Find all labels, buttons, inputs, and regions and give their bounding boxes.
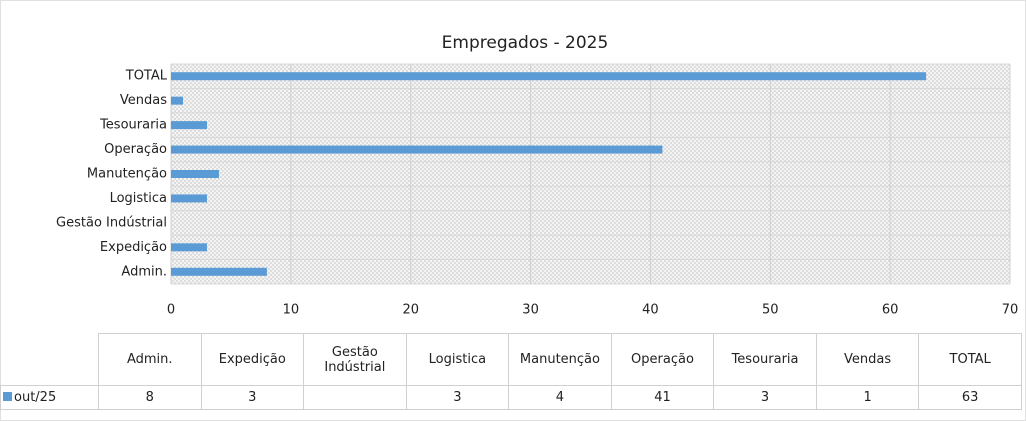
- table-header: Tesouraria: [713, 333, 817, 386]
- bar: [171, 170, 219, 178]
- bar: [171, 96, 183, 105]
- table-value: 4: [508, 385, 612, 410]
- table-header: Manutenção: [508, 333, 612, 386]
- x-tick-label: 40: [642, 303, 659, 318]
- y-tick-label: Logistica: [110, 191, 167, 206]
- x-tick-label: 30: [522, 303, 539, 318]
- table-value: 3: [405, 385, 510, 410]
- table-header: Gestão Indústrial: [303, 333, 407, 386]
- legend-entry: out/25: [0, 385, 99, 410]
- table-header: TOTAL: [918, 333, 1022, 386]
- table-value: [303, 385, 407, 410]
- y-tick-label: Vendas: [120, 93, 167, 108]
- x-tick-label: 0: [167, 303, 175, 318]
- table-value: 3: [713, 385, 817, 410]
- table-header: Logistica: [405, 333, 510, 386]
- legend-label: out/25: [14, 390, 57, 405]
- data-table: Admin. Expedição Gestão Indústrial Logistic…: [0, 333, 1022, 410]
- y-tick-label: TOTAL: [125, 69, 168, 84]
- table-value: 1: [815, 385, 920, 410]
- bar: [171, 145, 663, 154]
- table-corner: [0, 333, 99, 386]
- table-value: 41: [610, 385, 715, 410]
- table-value: 63: [918, 385, 1022, 410]
- table-header: Expedição: [200, 333, 305, 386]
- table-header: Vendas: [815, 333, 920, 386]
- table-value: 8: [97, 385, 202, 410]
- x-tick-label: 50: [762, 303, 779, 318]
- y-tick-label: Manutenção: [87, 167, 167, 182]
- x-tick-label: 20: [402, 303, 419, 318]
- y-tick-label: Gestão Indústrial: [56, 215, 167, 230]
- bar: [171, 267, 267, 276]
- chart-title: Empregados - 2025: [442, 33, 609, 53]
- bar: [171, 72, 927, 81]
- plot-area: [171, 64, 1010, 284]
- bar: [171, 121, 207, 130]
- legend-swatch: [3, 392, 12, 401]
- y-tick-label: Admin.: [121, 264, 167, 279]
- table-header: Admin.: [97, 333, 202, 386]
- bar: [171, 243, 207, 252]
- y-tick-label: Operação: [104, 142, 167, 157]
- y-tick-label: Tesouraria: [99, 118, 167, 133]
- table-value: 3: [200, 385, 305, 410]
- bar: [171, 194, 207, 203]
- x-tick-label: 10: [283, 303, 300, 318]
- table-header: Operação: [610, 333, 715, 386]
- y-tick-label: Expedição: [100, 240, 167, 255]
- x-tick-label: 70: [1002, 303, 1019, 318]
- x-tick-label: 60: [882, 303, 899, 318]
